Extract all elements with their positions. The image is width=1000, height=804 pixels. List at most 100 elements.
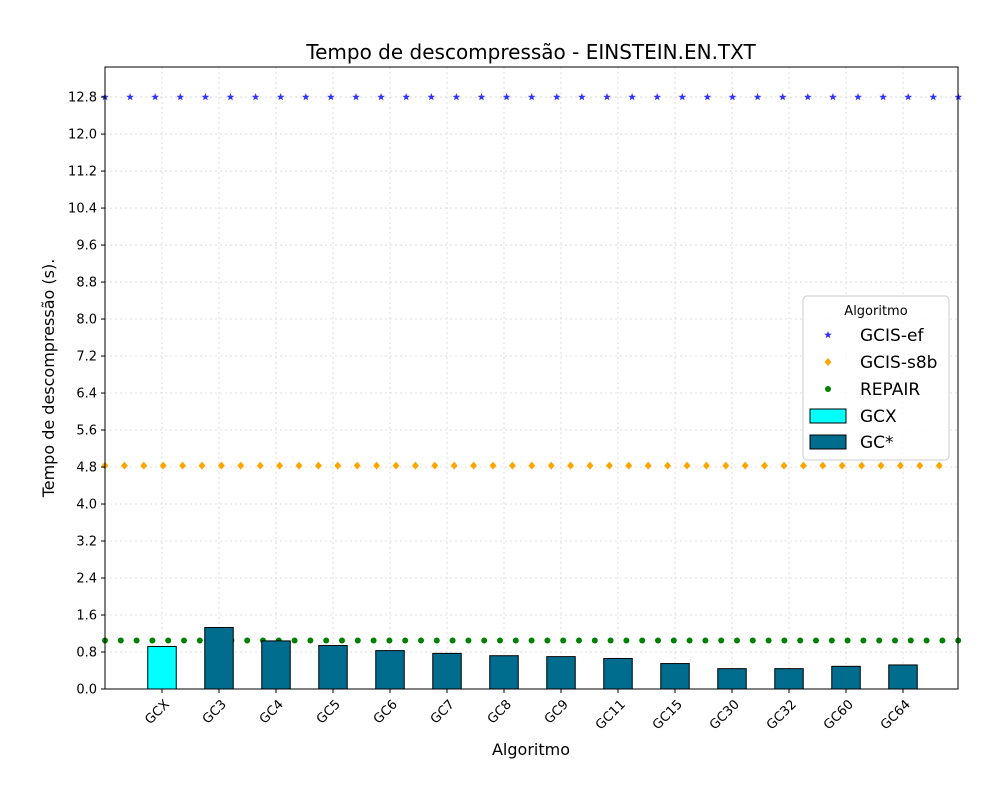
legend-title: Algoritmo (844, 304, 907, 319)
reference-marker (916, 461, 924, 470)
reference-marker (481, 637, 488, 644)
bar (888, 664, 918, 690)
x-tick-label: GC32 (764, 697, 800, 733)
x-tick-label: GC30 (707, 697, 743, 733)
bar (261, 640, 291, 690)
reference-marker (121, 461, 128, 470)
y-tick-label: 8.0 (76, 313, 97, 328)
reference-marker (797, 637, 804, 644)
reference-marker (929, 93, 938, 101)
legend-item: GCIS-s8b (824, 353, 937, 373)
bar (432, 652, 462, 690)
y-tick-label: 0.0 (76, 683, 97, 698)
reference-marker (781, 637, 788, 644)
x-tick-label: GC6 (371, 697, 401, 727)
reference-marker (765, 637, 772, 644)
reference-marker (553, 93, 561, 101)
bars (147, 626, 918, 690)
y-tick-label: 8.8 (76, 276, 97, 291)
legend-marker (825, 386, 831, 392)
y-tick-label: 9.6 (76, 239, 97, 254)
plot-frame (104, 66, 959, 690)
reference-marker (628, 93, 636, 101)
reference-marker (586, 461, 594, 470)
reference-marker (477, 93, 486, 101)
reference-marker (354, 637, 361, 644)
reference-marker (718, 637, 725, 644)
legend: Algoritmo GCIS-ef GCIS-s8b REPAIR GCX GC* (802, 295, 950, 461)
reference-marker (276, 93, 285, 101)
reference-marker (315, 461, 322, 470)
reference-marker (749, 637, 756, 644)
reference-marker (502, 93, 511, 101)
y-tick-label: 3.2 (76, 535, 97, 550)
reference-lines (101, 93, 963, 644)
bar (318, 645, 348, 690)
legend-label: REPAIR (860, 380, 920, 400)
reference-marker (819, 461, 827, 470)
reference-marker (804, 93, 812, 101)
bar (546, 656, 576, 690)
y-tick-label: 1.6 (76, 609, 97, 624)
reference-marker (512, 637, 519, 644)
x-tick-label: GC11 (593, 697, 629, 733)
y-tick-label: 6.4 (76, 387, 97, 402)
legend-label: GCIS-s8b (860, 353, 937, 373)
x-tick-label: GC9 (542, 697, 572, 727)
y-tick-label: 0.8 (76, 646, 97, 661)
reference-marker (734, 637, 740, 644)
reference-line-repair (102, 637, 962, 644)
reference-marker (603, 93, 611, 101)
reference-marker (560, 637, 567, 644)
reference-marker (450, 461, 458, 470)
x-tick-label: GC64 (878, 697, 914, 733)
reference-marker (664, 461, 671, 470)
legend-item: REPAIR (825, 380, 920, 400)
y-tick-label: 4.8 (76, 461, 97, 476)
legend-label: GCX (860, 407, 897, 427)
reference-marker (879, 93, 887, 101)
legend-item: GCX (809, 407, 897, 427)
reference-marker (126, 93, 134, 101)
reference-marker (402, 637, 409, 644)
reference-marker (591, 637, 598, 644)
x-tick-label: GC7 (428, 697, 458, 727)
reference-marker (858, 461, 865, 470)
reference-marker (427, 93, 436, 101)
reference-marker (159, 461, 167, 470)
reference-marker (876, 637, 883, 644)
legend-swatch (809, 434, 847, 450)
reference-marker (302, 93, 310, 101)
bar (489, 655, 519, 690)
reference-marker (256, 461, 264, 470)
bar (774, 668, 804, 690)
reference-marker (607, 637, 614, 644)
reference-marker (392, 461, 400, 470)
x-axis-label: Algoritmo (492, 740, 570, 759)
reference-marker (402, 93, 410, 101)
reference-marker (201, 93, 210, 101)
legend-label: GCIS-ef (860, 326, 924, 346)
reference-marker (753, 93, 762, 101)
reference-marker (683, 461, 691, 470)
reference-marker (939, 637, 946, 644)
reference-marker (686, 637, 693, 644)
reference-marker (149, 637, 156, 644)
y-axis-label: Tempo de descompressão (s). (39, 259, 58, 499)
reference-marker (544, 637, 551, 644)
reference-marker (465, 637, 472, 644)
reference-marker (353, 461, 361, 470)
reference-marker (854, 93, 862, 101)
reference-marker (844, 637, 851, 644)
y-tick-label: 12.8 (68, 91, 97, 106)
reference-marker (133, 637, 140, 644)
reference-marker (904, 93, 912, 101)
reference-marker (828, 637, 835, 644)
reference-marker (702, 637, 709, 644)
reference-marker (140, 461, 148, 470)
reference-marker (307, 637, 314, 644)
bar (147, 645, 177, 690)
bar (603, 657, 633, 690)
legend-item: GCIS-ef (824, 326, 924, 346)
